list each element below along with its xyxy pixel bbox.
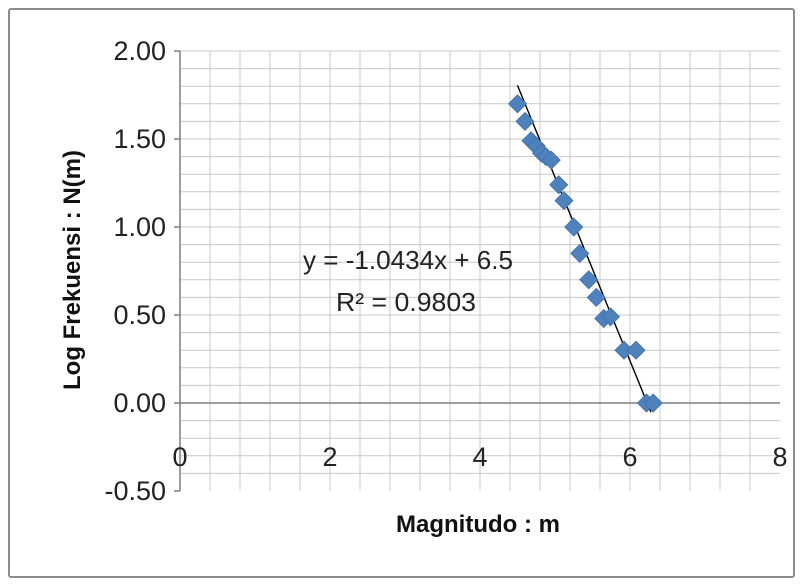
- data-point: [515, 111, 535, 131]
- x-tick-label: 8: [772, 442, 787, 472]
- chart-frame: [8, 8, 795, 578]
- y-tick-label: 0.50: [113, 300, 166, 330]
- data-point: [507, 94, 528, 114]
- y-axis-label: Log Frekuensi : N(m): [59, 150, 86, 390]
- x-axis-label: Magnitudo : m: [396, 511, 560, 538]
- r-squared-label: R² = 0.9803: [336, 287, 476, 317]
- x-tick-label: 2: [322, 442, 337, 472]
- x-tick-label: 6: [622, 442, 637, 472]
- data-point: [541, 150, 561, 170]
- data-point: [579, 270, 599, 290]
- data-point: [564, 217, 584, 237]
- x-tick-label: 0: [172, 442, 187, 472]
- axes: [174, 50, 780, 492]
- data-point: [586, 287, 606, 307]
- y-tick-label: 1.50: [113, 124, 166, 154]
- y-tick-label: -0.50: [104, 476, 166, 506]
- trendline-equation: y = -1.0434x + 6.5: [303, 245, 513, 275]
- data-point: [570, 243, 590, 263]
- y-tick-label: 1.00: [113, 212, 166, 242]
- data-point: [600, 307, 621, 327]
- data-points: [507, 94, 663, 413]
- data-point: [554, 191, 574, 211]
- tick-labels: 2.00 1.50 1.00 0.50 0.00 -0.500 2 4 6 8: [104, 36, 787, 506]
- y-tick-label: 2.00: [113, 36, 166, 66]
- data-point: [549, 175, 569, 195]
- data-point: [643, 393, 663, 413]
- data-point: [626, 340, 646, 360]
- x-tick-label: 4: [472, 442, 487, 472]
- y-tick-label: 0.00: [113, 388, 166, 418]
